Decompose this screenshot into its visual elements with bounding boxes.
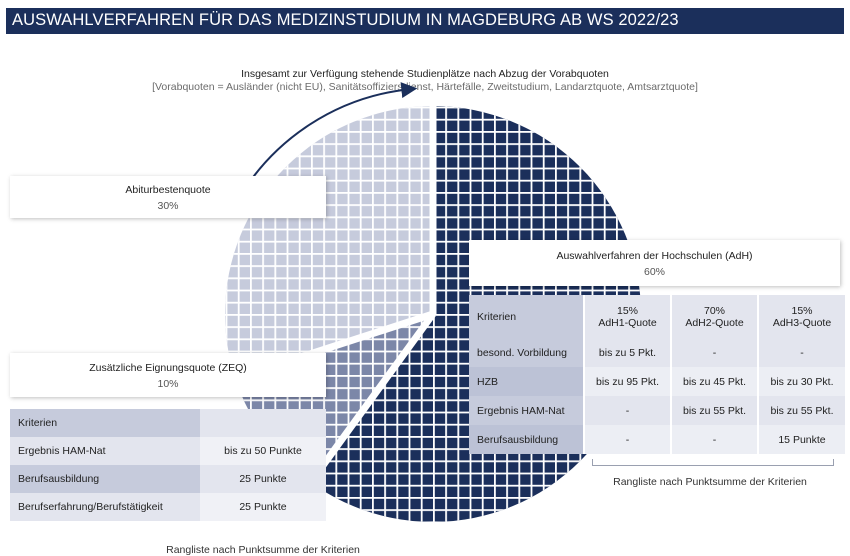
chart-subtitle-note: [Vorabquoten = Ausländer (nicht EU), San…: [152, 81, 698, 93]
table-cell: HZB: [469, 367, 584, 396]
abitur-quota-box: Abiturbestenquote 30%: [10, 176, 326, 218]
table-cell: Berufsausbildung: [469, 425, 584, 454]
table-header-cell: Kriterien: [469, 295, 584, 338]
quota-percent: 15%: [791, 304, 813, 317]
page-title: AUSWAHLVERFAHREN FÜR DAS MEDIZINSTUDIUM …: [6, 8, 844, 34]
quota-name: AdH3-Quote: [772, 316, 832, 329]
adh-quota-name: Auswahlverfahren der Hochschulen (AdH): [556, 250, 753, 262]
table-row: Berufsausbildung - - 15 Punkte: [469, 425, 845, 454]
adh-criteria-table: Kriterien 15% AdH1-Quote 70% AdH2-Quote …: [469, 295, 845, 454]
table-row: Ergebnis HAM-Nat bis zu 50 Punkte: [10, 437, 326, 465]
table-cell: 25 Punkte: [200, 465, 326, 493]
table-cell: -: [583, 396, 671, 425]
table-cell: bis zu 55 Pkt.: [670, 396, 758, 425]
table-header-row: Kriterien 15% AdH1-Quote 70% AdH2-Quote …: [469, 295, 845, 338]
quota-name: AdH2-Quote: [685, 316, 744, 329]
table-cell: 25 Punkte: [200, 493, 326, 521]
table-cell: -: [583, 425, 671, 454]
table-row: Ergebnis HAM-Nat - bis zu 55 Pkt. bis zu…: [469, 396, 845, 425]
zeq-ranking-note: Rangliste nach Punktsumme der Kriterien: [166, 544, 360, 556]
table-cell: besond. Vorbildung: [469, 338, 584, 367]
table-cell: bis zu 50 Punkte: [200, 437, 326, 465]
table-header-cell: Kriterien: [18, 417, 58, 429]
table-cell: Ergebnis HAM-Nat: [469, 396, 584, 425]
abitur-quota-name: Abiturbestenquote: [125, 184, 211, 196]
table-cell: bis zu 95 Pkt.: [583, 367, 671, 396]
table-cell: Berufsausbildung: [18, 473, 100, 485]
table-cell: Berufserfahrung/Berufstätigkeit: [18, 501, 163, 513]
table-row: besond. Vorbildung bis zu 5 Pkt. - -: [469, 338, 845, 367]
table-cell: -: [670, 425, 758, 454]
table-cell: 15 Punkte: [757, 425, 845, 454]
abitur-quota-percent: 30%: [157, 200, 179, 212]
zeq-quota-box: Zusätzliche Eignungsquote (ZEQ) 10%: [10, 353, 326, 397]
zeq-quota-percent: 10%: [157, 378, 179, 390]
pie-slice-separator: [305, 311, 436, 488]
table-cell: bis zu 45 Pkt.: [670, 367, 758, 396]
table-row: Berufserfahrung/Berufstätigkeit 25 Punkt…: [10, 493, 326, 521]
quota-header-adh2: 70% AdH2-Quote: [670, 295, 758, 338]
quota-percent: 70%: [703, 304, 725, 317]
table-header-row: Kriterien: [10, 409, 326, 437]
adh-ranking-note: Rangliste nach Punktsumme der Kriterien: [613, 476, 807, 488]
adh-quota-percent: 60%: [643, 266, 665, 278]
quota-header-adh3: 15% AdH3-Quote: [757, 295, 845, 338]
zeq-criteria-table: Kriterien Ergebnis HAM-Nat bis zu 50 Pun…: [10, 409, 326, 521]
table-cell: bis zu 5 Pkt.: [583, 338, 671, 367]
adh-bracket: [592, 459, 834, 466]
adh-quota-box: Auswahlverfahren der Hochschulen (AdH) 6…: [469, 240, 840, 286]
zeq-quota-name: Zusätzliche Eignungsquote (ZEQ): [89, 362, 247, 374]
chart-subtitle: Insgesamt zur Verfügung stehende Studien…: [241, 68, 609, 80]
table-row: HZB bis zu 95 Pkt. bis zu 45 Pkt. bis zu…: [469, 367, 845, 396]
table-row: Berufsausbildung 25 Punkte: [10, 465, 326, 493]
quota-header-adh1: 15% AdH1-Quote: [583, 295, 671, 338]
table-cell: -: [670, 338, 758, 367]
table-cell: Ergebnis HAM-Nat: [18, 445, 106, 457]
quota-name: AdH1-Quote: [598, 316, 657, 329]
quota-percent: 15%: [616, 304, 638, 317]
table-header-cell: [200, 409, 326, 437]
table-cell: -: [757, 338, 845, 367]
table-cell: bis zu 55 Pkt.: [757, 396, 845, 425]
table-cell: bis zu 30 Pkt.: [757, 367, 845, 396]
